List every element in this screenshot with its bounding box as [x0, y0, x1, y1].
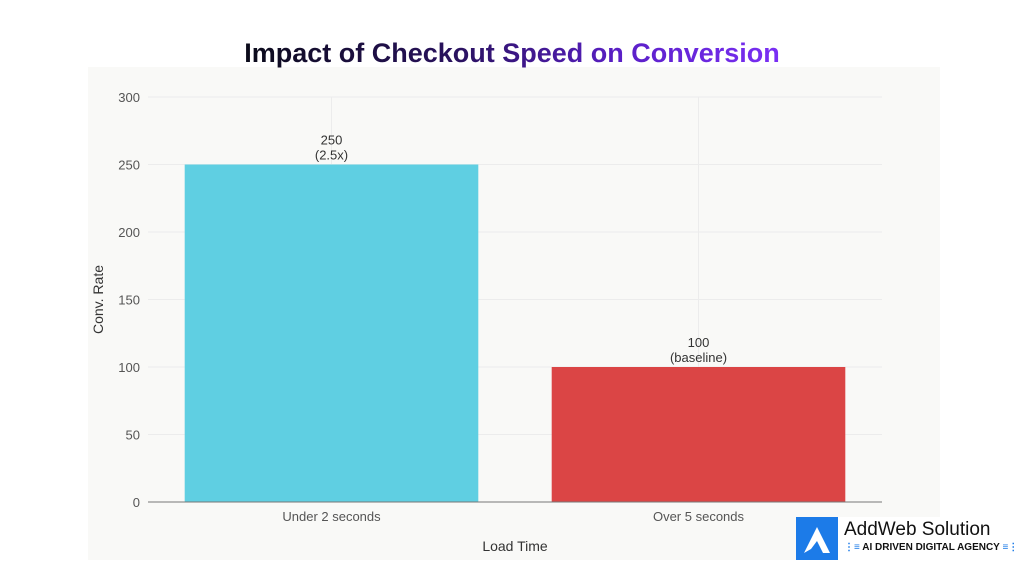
- data-label: 250: [321, 133, 343, 148]
- y-tick-label: 100: [118, 360, 140, 375]
- y-tick-label: 0: [133, 495, 140, 510]
- y-tick-label: 50: [126, 428, 140, 443]
- x-axis-title: Load Time: [482, 538, 548, 554]
- addweb-logo: AddWeb Solution ⋮≡ AI DRIVEN DIGITAL AGE…: [796, 517, 1018, 561]
- y-tick-label: 300: [118, 90, 140, 105]
- bar-1: [184, 164, 479, 502]
- y-tick-label: 200: [118, 225, 140, 240]
- x-tick-label: Over 5 seconds: [653, 509, 745, 524]
- data-label-note: (2.5x): [315, 148, 348, 163]
- y-tick-label: 150: [118, 293, 140, 308]
- data-label: 100: [688, 335, 710, 350]
- y-tick-label: 250: [118, 158, 140, 173]
- logo-tagline: ⋮≡ AI DRIVEN DIGITAL AGENCY ≡⋮: [844, 542, 1019, 553]
- y-axis-title: Conv. Rate: [90, 265, 106, 334]
- data-label-note: (baseline): [670, 350, 727, 365]
- logo-name: AddWeb Solution: [844, 519, 991, 540]
- chart-title: Impact of Checkout Speed on Conversion: [244, 38, 780, 68]
- x-tick-label: Under 2 seconds: [282, 509, 381, 524]
- bar-2: [551, 367, 846, 502]
- logo-a-icon: [796, 517, 838, 560]
